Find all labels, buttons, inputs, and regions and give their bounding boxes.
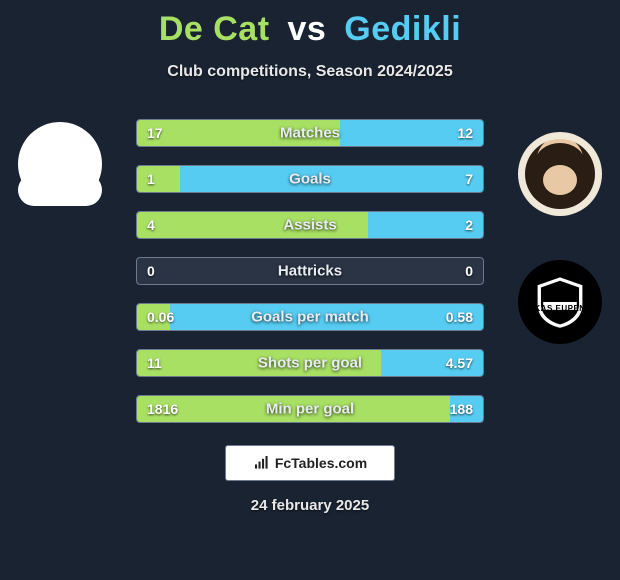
stat-label: Shots per goal [258,355,362,372]
player1-name: De Cat [159,10,270,48]
stat-right-value: 4.57 [446,355,473,371]
stat-label: Hattricks [278,263,342,280]
player2-avatar [518,132,602,216]
stat-row: 17 12 Matches [136,119,484,147]
stat-row: 1816 188 Min per goal [136,395,484,423]
brand-text: FcTables.com [275,455,367,471]
stat-right-value: 2 [465,217,473,233]
stat-row: 0.06 0.58 Goals per match [136,303,484,331]
subtitle: Club competitions, Season 2024/2025 [0,63,620,81]
stat-left-value: 11 [147,355,162,371]
stat-row: 1 7 Goals [136,165,484,193]
player2-name: Gedikli [344,10,461,48]
brand-box[interactable]: FcTables.com [225,445,395,481]
stat-label: Matches [280,125,340,142]
bar-fill-left [137,166,180,192]
stat-label: Min per goal [266,401,354,418]
stat-row: 0 0 Hattricks [136,257,484,285]
bar-fill-right [180,166,483,192]
stat-left-value: 1816 [147,401,178,417]
stat-right-value: 0.58 [446,309,473,325]
stat-left-value: 1 [147,171,155,187]
comparison-title: De Cat vs Gedikli [0,0,620,49]
shield-icon [532,274,588,330]
stat-left-value: 4 [147,217,155,233]
stat-left-value: 0.06 [147,309,174,325]
date-label: 24 february 2025 [0,497,620,514]
stat-right-value: 7 [465,171,473,187]
stat-label: Goals per match [251,309,369,326]
stat-right-value: 188 [450,401,473,417]
comparison-bars: 1712Matches17Goals42Assists00Hattricks0.… [136,119,484,423]
club-badge-text: KAS EUPEN [518,304,602,313]
stat-left-value: 17 [147,125,163,141]
stat-label: Goals [289,171,331,188]
stat-right-value: 0 [465,263,473,279]
stat-row: 11 4.57 Shots per goal [136,349,484,377]
stat-label: Assists [283,217,336,234]
vs-label: vs [288,10,327,48]
stat-right-value: 12 [457,125,473,141]
stat-left-value: 0 [147,263,155,279]
player1-club-badge [18,174,102,206]
face-icon [525,139,595,209]
stat-row: 4 2 Assists [136,211,484,239]
chart-icon [253,456,271,470]
player2-club-badge: KAS EUPEN [518,260,602,344]
